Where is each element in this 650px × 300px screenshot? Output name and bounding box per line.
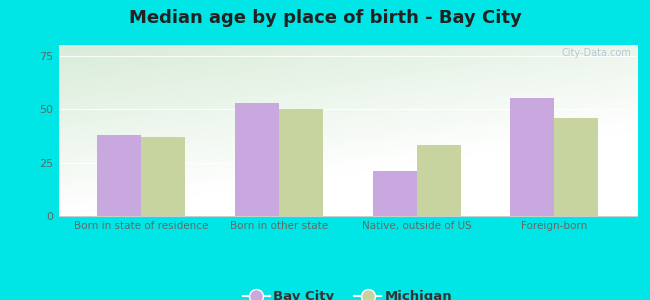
Bar: [510, 98, 554, 216]
Bar: [372, 171, 417, 216]
Text: Median age by place of birth - Bay City: Median age by place of birth - Bay City: [129, 9, 521, 27]
Bar: [279, 109, 323, 216]
Bar: [417, 146, 461, 216]
Bar: [554, 118, 599, 216]
Bar: [235, 103, 279, 216]
Text: City-Data.com: City-Data.com: [562, 48, 631, 59]
Bar: [97, 135, 141, 216]
Legend: Bay City, Michigan: Bay City, Michigan: [238, 285, 458, 300]
Bar: [141, 137, 185, 216]
